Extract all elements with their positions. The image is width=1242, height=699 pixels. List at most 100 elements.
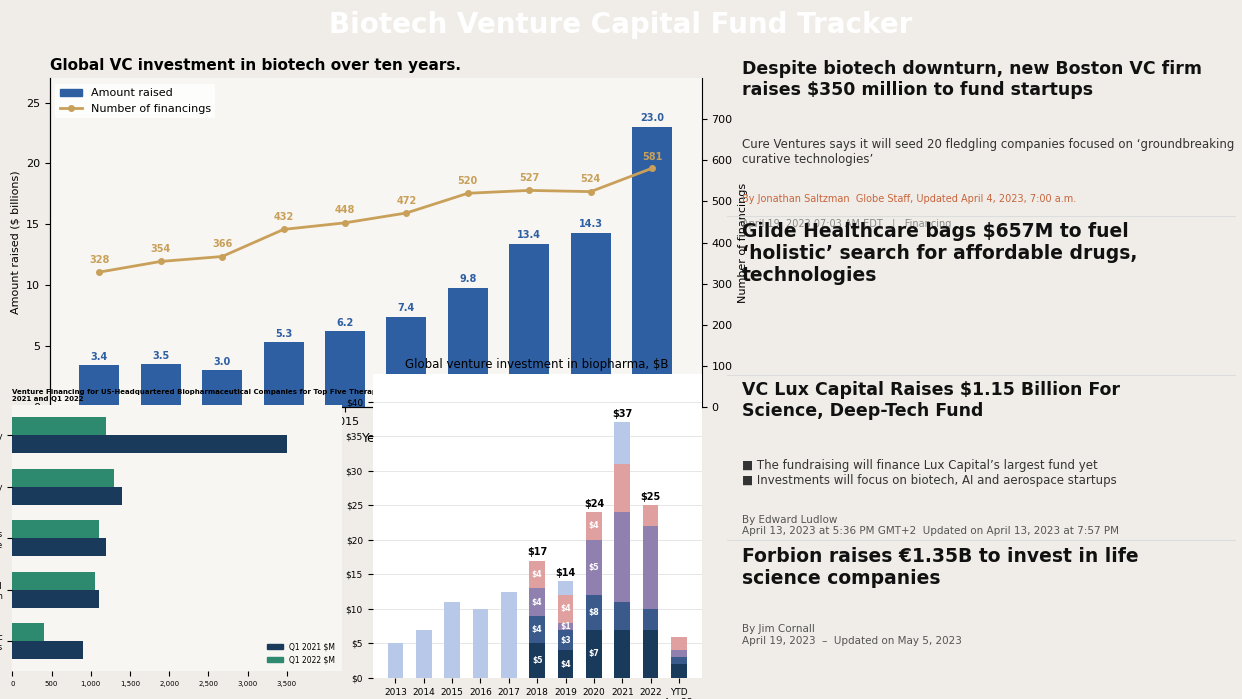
Bar [529,644,545,678]
Text: 328: 328 [89,254,109,265]
Text: 524: 524 [580,174,601,185]
Bar [643,505,658,526]
Bar [416,630,431,678]
Bar [558,623,574,630]
Text: VC Lux Capital Raises $1.15 Billion For
Science, Deep-Tech Fund: VC Lux Capital Raises $1.15 Billion For … [741,381,1120,420]
Bar [586,512,601,540]
Bar [558,630,574,650]
Bar [615,512,630,602]
Bar [202,370,242,407]
Bar [12,623,43,641]
Text: 354: 354 [150,244,171,254]
Text: 13.4: 13.4 [517,230,542,240]
Text: $8: $8 [589,608,599,617]
Bar [671,637,687,650]
Bar [529,561,545,588]
Bar [12,641,83,659]
Text: Biotech Venture Capital Fund Tracker: Biotech Venture Capital Fund Tracker [329,11,913,39]
Text: 3.0: 3.0 [214,356,231,367]
Bar [501,591,517,678]
Text: $37: $37 [612,409,632,419]
Text: 527: 527 [519,173,539,183]
Bar [388,644,404,678]
Text: By Jim Cornall
April 19, 2023  –  Updated on May 5, 2023: By Jim Cornall April 19, 2023 – Updated … [741,624,961,646]
Bar [586,512,601,678]
Bar [12,572,94,590]
Text: $1: $1 [560,621,571,630]
Bar [445,602,460,678]
Bar [643,609,658,630]
Bar [12,590,98,607]
Text: $25: $25 [641,492,661,502]
Text: Global VC investment in biotech over ten years.: Global VC investment in biotech over ten… [50,58,461,73]
Bar [671,664,687,678]
Text: 9.8: 9.8 [460,274,477,284]
Text: 472: 472 [396,196,416,206]
Text: Forbion raises €1.35B to invest in life
science companies: Forbion raises €1.35B to invest in life … [741,547,1139,588]
Text: By Jonathan Saltzman  Globe Staff, Updated April 4, 2023, 7:00 a.m.: By Jonathan Saltzman Globe Staff, Update… [741,194,1076,203]
Bar [615,464,630,512]
Text: 7.4: 7.4 [397,303,415,313]
Text: 432: 432 [273,212,293,222]
Text: 14.3: 14.3 [579,219,602,229]
Text: $4: $4 [589,521,599,531]
Title: Global venture investment in biopharma, $B: Global venture investment in biopharma, … [405,359,669,371]
Bar [12,487,122,505]
X-axis label: Year: Year [363,432,389,445]
Bar [12,520,98,538]
Text: $3: $3 [560,635,571,644]
Bar [558,595,574,623]
Bar [671,657,687,664]
Bar [558,650,574,678]
Text: 3.5: 3.5 [152,351,169,361]
Bar [12,538,107,556]
Text: $4: $4 [532,598,543,607]
Bar [615,422,630,678]
Text: Despite biotech downturn, new Boston VC firm
raises $350 million to fund startup: Despite biotech downturn, new Boston VC … [741,60,1202,99]
Text: April 19, 2023 07:03 AM EDT   |   Financing: April 19, 2023 07:03 AM EDT | Financing [741,218,951,229]
Bar [79,366,119,407]
Text: $5: $5 [532,656,543,665]
Bar [263,343,303,407]
Bar [529,588,545,616]
Bar [615,630,630,678]
Text: Cure Ventures says it will seed 20 fledgling companies focused on ‘groundbreakin: Cure Ventures says it will seed 20 fledg… [741,138,1235,166]
Bar [586,595,601,630]
Bar [586,540,601,595]
Text: $4: $4 [560,660,571,669]
Bar [671,637,687,678]
Bar [643,526,658,609]
Text: 581: 581 [642,152,662,162]
Text: By Edward Ludlow
April 13, 2023 at 5:36 PM GMT+2  Updated on April 13, 2023 at 7: By Edward Ludlow April 13, 2023 at 5:36 … [741,514,1119,536]
Text: $4: $4 [560,605,571,614]
Bar [632,127,672,407]
Legend: Q1 2021 $M, Q1 2022 $M: Q1 2021 $M, Q1 2022 $M [265,640,338,668]
Text: 448: 448 [335,206,355,215]
Text: 23.0: 23.0 [640,113,664,123]
Y-axis label: Amount raised ($ billions): Amount raised ($ billions) [10,171,20,315]
Bar [529,616,545,644]
Text: 5.3: 5.3 [274,329,292,339]
Text: $7: $7 [589,649,599,658]
Bar [558,582,574,678]
Bar [643,505,658,678]
Text: ■ The fundraising will finance Lux Capital’s largest fund yet
■ Investments will: ■ The fundraising will finance Lux Capit… [741,459,1117,487]
Bar [571,233,611,407]
Legend: Amount raised, Number of financings: Amount raised, Number of financings [55,84,215,118]
Bar [615,602,630,630]
Bar [140,364,180,407]
Bar [509,244,549,407]
Y-axis label: Number of financings: Number of financings [738,182,748,303]
Text: 6.2: 6.2 [337,318,354,328]
Text: $5: $5 [589,563,599,572]
Bar [473,609,488,678]
Bar [386,317,426,407]
Bar [448,287,488,407]
Text: $24: $24 [584,498,604,509]
Text: $4: $4 [532,625,543,634]
Bar [12,435,287,454]
Text: Gilde Healthcare bags $657M to fuel
‘holistic’ search for affordable drugs,
tech: Gilde Healthcare bags $657M to fuel ‘hol… [741,222,1138,285]
Bar [643,630,658,678]
Bar [12,417,107,435]
Bar [671,650,687,657]
